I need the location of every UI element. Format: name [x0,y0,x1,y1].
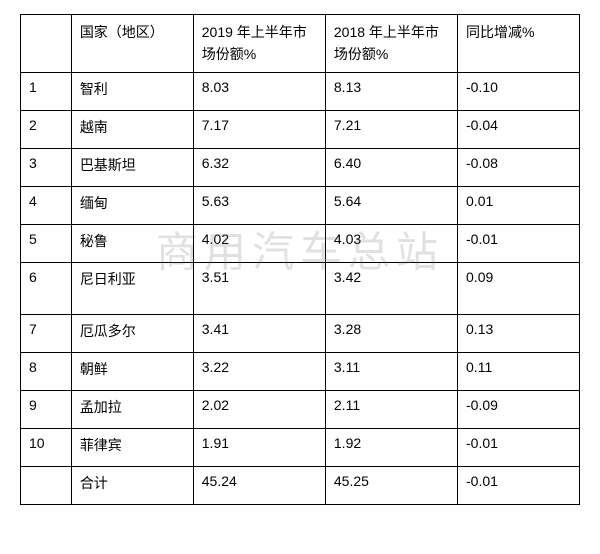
market-share-table-body: 1智利8.038.13-0.102越南7.177.21-0.043巴基斯坦6.3… [21,73,580,505]
cell-share2019: 3.41 [193,315,325,353]
cell-rank: 10 [21,429,72,467]
cell-share2018: 3.11 [325,353,457,391]
cell-change: -0.01 [458,467,580,505]
table-row: 10菲律宾1.911.92-0.01 [21,429,580,467]
cell-country: 厄瓜多尔 [71,315,193,353]
table-row: 9孟加拉2.022.11-0.09 [21,391,580,429]
cell-country: 智利 [71,73,193,111]
cell-share2019: 4.02 [193,225,325,263]
cell-change: -0.08 [458,149,580,187]
cell-share2018: 45.25 [325,467,457,505]
cell-rank: 4 [21,187,72,225]
cell-country: 菲律宾 [71,429,193,467]
col-header-country: 国家（地区） [71,15,193,73]
cell-rank: 5 [21,225,72,263]
cell-share2019: 45.24 [193,467,325,505]
cell-change: -0.10 [458,73,580,111]
cell-share2019: 5.63 [193,187,325,225]
cell-country: 缅甸 [71,187,193,225]
cell-change: 0.01 [458,187,580,225]
table-row: 合计45.2445.25-0.01 [21,467,580,505]
cell-share2019: 3.51 [193,263,325,315]
cell-country: 秘鲁 [71,225,193,263]
table-header-row: 国家（地区） 2019 年上半年市场份额% 2018 年上半年市场份额% 同比增… [21,15,580,73]
table-row: 3巴基斯坦6.326.40-0.08 [21,149,580,187]
cell-share2018: 6.40 [325,149,457,187]
cell-change: -0.01 [458,429,580,467]
cell-change: 0.11 [458,353,580,391]
cell-share2018: 5.64 [325,187,457,225]
cell-share2018: 7.21 [325,111,457,149]
cell-share2018: 4.03 [325,225,457,263]
cell-share2018: 3.28 [325,315,457,353]
cell-change: -0.09 [458,391,580,429]
table-row: 1智利8.038.13-0.10 [21,73,580,111]
cell-rank: 1 [21,73,72,111]
cell-country: 朝鲜 [71,353,193,391]
col-header-2018: 2018 年上半年市场份额% [325,15,457,73]
col-header-2019: 2019 年上半年市场份额% [193,15,325,73]
cell-country: 越南 [71,111,193,149]
cell-rank [21,467,72,505]
table-row: 7厄瓜多尔3.413.280.13 [21,315,580,353]
cell-share2018: 2.11 [325,391,457,429]
cell-country: 孟加拉 [71,391,193,429]
cell-rank: 7 [21,315,72,353]
cell-share2018: 1.92 [325,429,457,467]
cell-share2018: 8.13 [325,73,457,111]
market-share-table: 国家（地区） 2019 年上半年市场份额% 2018 年上半年市场份额% 同比增… [20,14,580,505]
table-row: 8朝鲜3.223.110.11 [21,353,580,391]
cell-rank: 3 [21,149,72,187]
cell-country: 合计 [71,467,193,505]
cell-change: -0.01 [458,225,580,263]
cell-share2019: 1.91 [193,429,325,467]
cell-share2019: 6.32 [193,149,325,187]
col-header-rank [21,15,72,73]
col-header-change: 同比增减% [458,15,580,73]
cell-change: -0.04 [458,111,580,149]
cell-rank: 2 [21,111,72,149]
cell-share2019: 3.22 [193,353,325,391]
cell-share2019: 7.17 [193,111,325,149]
cell-country: 巴基斯坦 [71,149,193,187]
cell-change: 0.13 [458,315,580,353]
table-row: 5秘鲁4.024.03-0.01 [21,225,580,263]
table-row: 6尼日利亚3.513.420.09 [21,263,580,315]
cell-rank: 6 [21,263,72,315]
cell-share2019: 2.02 [193,391,325,429]
table-row: 4缅甸5.635.640.01 [21,187,580,225]
cell-rank: 8 [21,353,72,391]
cell-rank: 9 [21,391,72,429]
cell-change: 0.09 [458,263,580,315]
cell-country: 尼日利亚 [71,263,193,315]
cell-share2019: 8.03 [193,73,325,111]
cell-share2018: 3.42 [325,263,457,315]
table-row: 2越南7.177.21-0.04 [21,111,580,149]
